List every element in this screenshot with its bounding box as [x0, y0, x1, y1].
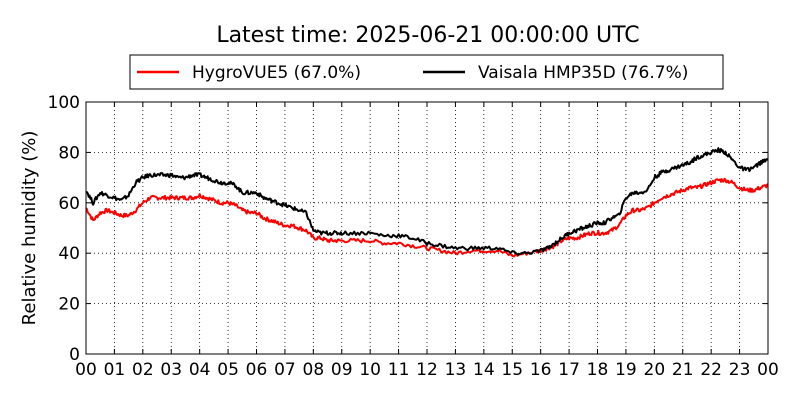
y-tick-label: 100 — [48, 93, 80, 113]
x-tick-label: 23 — [729, 360, 751, 380]
y-axis-label: Relative humidity (%) — [19, 131, 40, 326]
x-tick-label: 04 — [189, 360, 211, 380]
series-line — [85, 177, 769, 258]
x-axis: 00 01 02 03 04 05 06 07 08 09 10 11 12 13 14 15 16 17 18 19… — [75, 102, 779, 380]
x-tick-label: 10 — [359, 360, 381, 380]
x-tick-label: 16 — [530, 360, 552, 380]
x-tick-label: 21 — [672, 360, 694, 380]
chart-title: Latest time: 2025-06-21 00:00:00 UTC — [216, 23, 639, 48]
x-tick-label: 18 — [587, 360, 609, 380]
x-tick-label: 15 — [501, 360, 523, 380]
x-tick-label: 12 — [416, 360, 438, 380]
x-tick-label: 00 — [75, 360, 97, 380]
y-tick-label: 20 — [58, 295, 80, 315]
x-tick-label: 09 — [331, 360, 353, 380]
x-tick-label: 19 — [615, 360, 637, 380]
x-tick-label: 02 — [132, 360, 154, 380]
x-tick-label: 14 — [473, 360, 495, 380]
legend-label: Vaisala HMP35D (76.7%) — [478, 63, 688, 83]
x-tick-label: 07 — [274, 360, 296, 380]
legend-label: HygroVUE5 (67.0%) — [192, 63, 361, 83]
x-tick-label: 00 — [757, 360, 779, 380]
y-tick-label: 60 — [58, 194, 80, 214]
x-tick-label: 13 — [445, 360, 467, 380]
x-tick-label: 11 — [388, 360, 410, 380]
y-axis: 0 20 40 60 80 100 — [48, 93, 768, 365]
y-tick-label: 0 — [69, 345, 80, 365]
x-tick-label: 22 — [700, 360, 722, 380]
y-tick-label: 80 — [58, 143, 80, 163]
x-tick-label: 08 — [303, 360, 325, 380]
x-tick-label: 01 — [104, 360, 126, 380]
x-tick-label: 03 — [160, 360, 182, 380]
series-lines — [85, 147, 769, 258]
gridlines — [86, 102, 768, 354]
series-line — [85, 147, 769, 256]
x-tick-label: 05 — [217, 360, 239, 380]
legend: HygroVUE5 (67.0%) Vaisala HMP35D (76.7%) — [129, 54, 724, 90]
x-tick-label: 17 — [558, 360, 580, 380]
x-tick-label: 20 — [644, 360, 666, 380]
x-tick-label: 06 — [246, 360, 268, 380]
y-tick-label: 40 — [58, 244, 80, 264]
plot-frame — [85, 101, 769, 355]
